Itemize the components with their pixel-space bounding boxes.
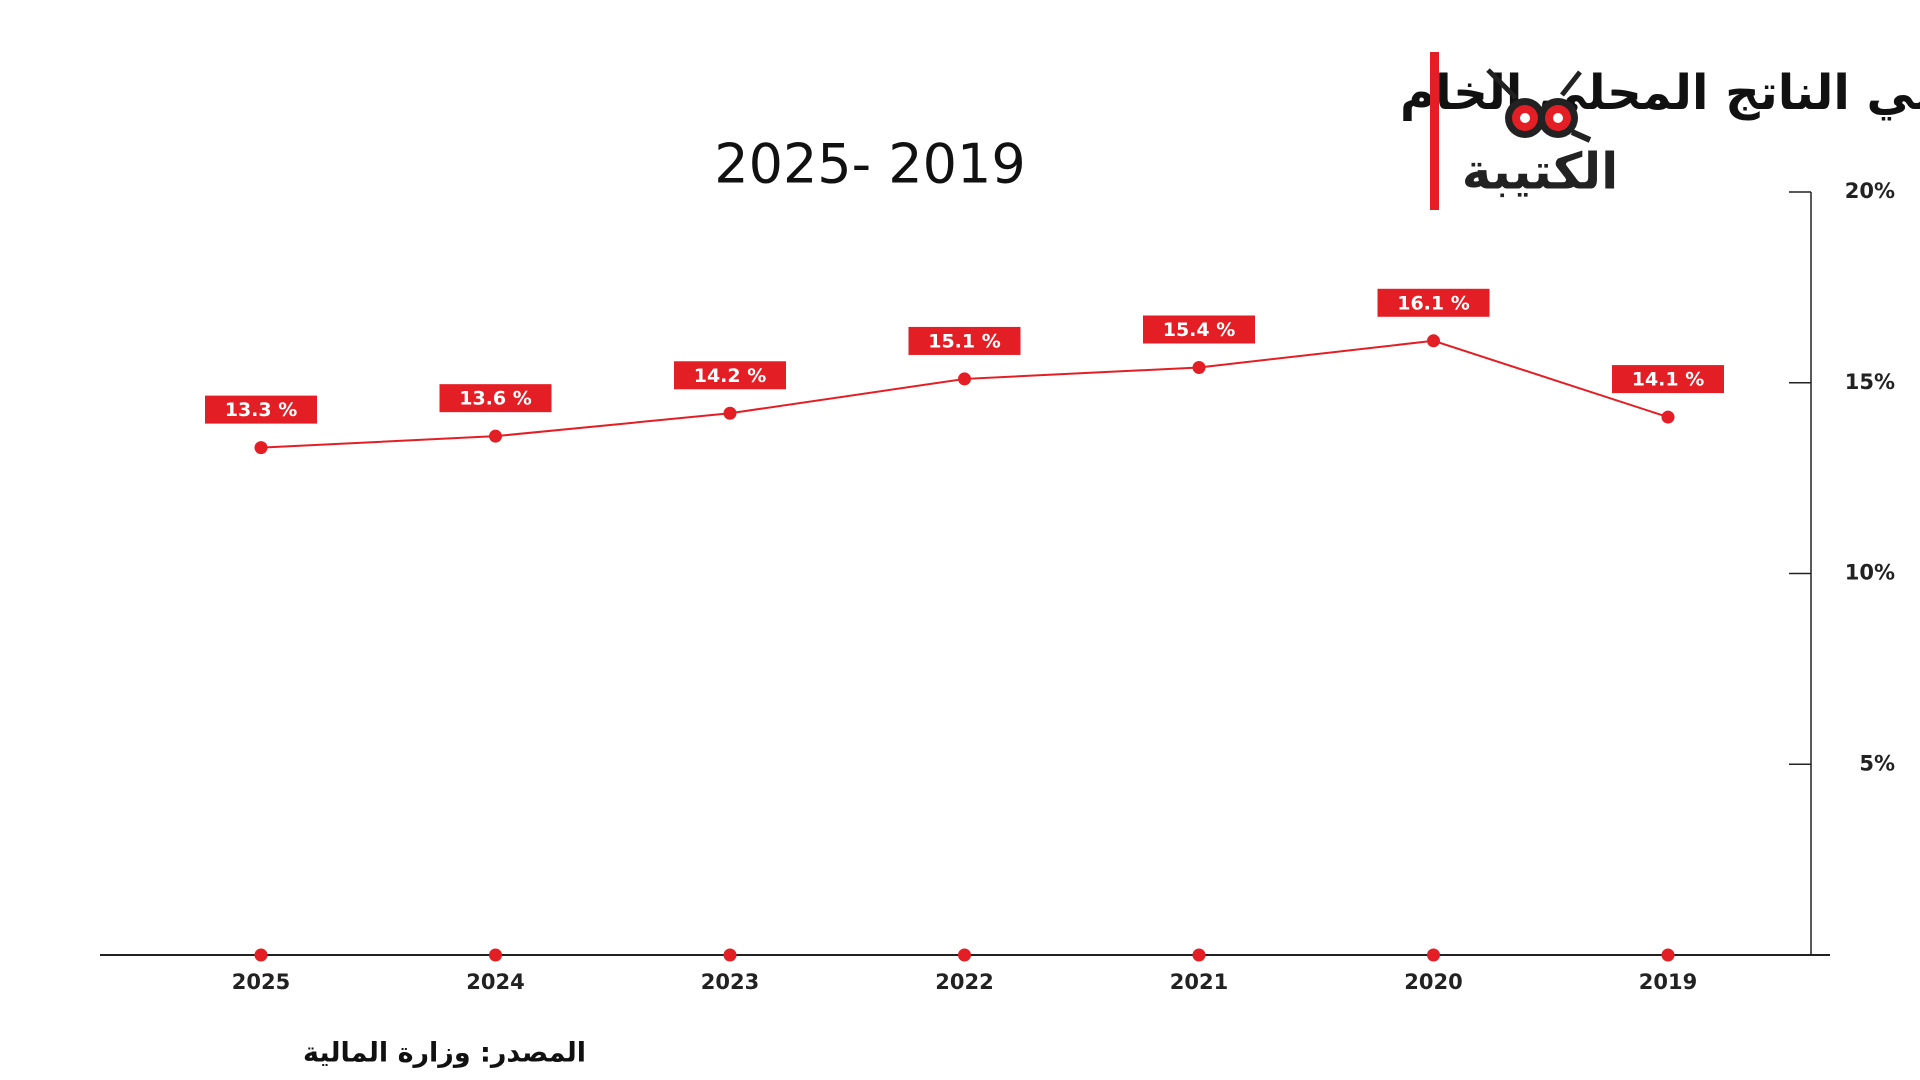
x-tick-label: 2022 bbox=[935, 970, 993, 994]
point bbox=[489, 429, 502, 443]
x-axis-dot bbox=[254, 948, 268, 962]
x-tick-label: 2019 bbox=[1639, 970, 1697, 994]
point bbox=[1427, 334, 1440, 348]
x-axis-dot bbox=[958, 948, 971, 962]
value-label: 13.6 % bbox=[459, 388, 532, 410]
x-axis-dot bbox=[489, 948, 502, 962]
y-tick-label: 10% bbox=[1845, 561, 1895, 585]
logo-divider bbox=[1430, 52, 1439, 210]
y-tick-label: 20% bbox=[1845, 179, 1895, 203]
value-label-box bbox=[674, 361, 786, 390]
value-label-box bbox=[1143, 315, 1255, 344]
value-label-box bbox=[205, 395, 317, 424]
value-label: 15.4 % bbox=[1163, 319, 1236, 341]
y-tick-label: 15% bbox=[1845, 370, 1895, 394]
x-tick-label: 2020 bbox=[1404, 970, 1462, 994]
point bbox=[1661, 410, 1675, 424]
x-axis-dot bbox=[723, 948, 737, 962]
chart-subtitle: 2025- 2019 bbox=[714, 133, 1026, 196]
value-label: 14.1 % bbox=[1632, 369, 1705, 391]
value-label: 16.1 % bbox=[1397, 292, 1470, 314]
x-tick-label: 2025 bbox=[232, 970, 290, 994]
x-axis-dot bbox=[1427, 948, 1440, 962]
logo-icon bbox=[1486, 68, 1592, 143]
chart-title: حصة كتلة الأجور من إجمالي الناتج المحلي … bbox=[1400, 63, 1920, 121]
value-label-box bbox=[1612, 365, 1724, 394]
source-note: المصدر: وزارة المالية bbox=[303, 1038, 586, 1069]
x-axis-dot bbox=[1192, 948, 1206, 962]
logo-text: الكتيبة bbox=[1462, 143, 1619, 201]
value-label-box bbox=[1377, 288, 1490, 317]
point bbox=[723, 406, 737, 420]
x-axis-dot bbox=[1661, 948, 1675, 962]
x-tick-label: 2024 bbox=[466, 970, 524, 994]
point bbox=[1192, 360, 1206, 374]
x-tick-label: 2023 bbox=[701, 970, 759, 994]
value-label: 13.3 % bbox=[225, 399, 298, 421]
value-label: 14.2 % bbox=[694, 365, 767, 387]
x-tick-label: 2021 bbox=[1170, 970, 1228, 994]
point bbox=[254, 441, 268, 455]
point bbox=[958, 372, 971, 386]
value-label: 15.1 % bbox=[928, 330, 1001, 352]
y-tick-label: 5% bbox=[1859, 751, 1895, 775]
value-label-box bbox=[908, 326, 1021, 355]
value-label-box bbox=[439, 384, 552, 413]
